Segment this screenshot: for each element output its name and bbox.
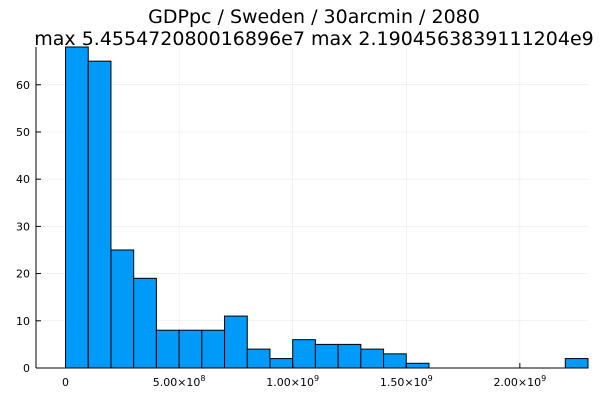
histogram-bar-1 [87,60,112,369]
y-tick-label-0: 0 [23,362,30,375]
x-tick-label-0: 0 [62,376,69,389]
histogram-bar-3 [133,277,157,369]
y-axis-ticks: 0 10 20 30 40 50 60 [16,79,41,375]
histogram-bar-9 [269,358,294,369]
histogram-bar-11 [314,343,339,369]
histogram-bar-15 [405,362,430,369]
y-tick-label-2: 20 [16,268,30,281]
histogram-bar-0 [65,46,89,369]
y-tick-label-4: 40 [16,173,30,186]
x-axis-ticks: 0 5.00×108 1.00×109 1.50×109 2.00×109 [62,363,546,389]
histogram-bar-12 [337,343,362,369]
histogram-bar-13 [360,348,385,369]
x-tick-label-3: 1.50×109 [380,374,433,389]
y-tick-label-3: 30 [16,220,30,233]
y-tick-label-5: 50 [16,126,30,139]
histogram-bar-5 [178,329,203,369]
histogram-bar-4 [155,329,180,369]
histogram-bars [65,46,589,369]
histogram-bar-8 [246,348,271,369]
histogram-bar-2 [110,249,135,369]
x-tick-label-1: 5.00×108 [153,374,206,389]
histogram-bar-6 [201,329,226,369]
chart-title-line-2: max 5.455472080016896e7 max 2.1904563839… [34,28,593,50]
y-tick-label-1: 10 [16,315,30,328]
histogram-bar-10 [292,339,316,369]
histogram-bar-22 [564,358,589,369]
y-tick-label-6: 60 [16,79,30,92]
histogram-bar-14 [383,353,407,369]
histogram-bar-7 [224,315,248,369]
x-tick-label-4: 2.00×109 [493,374,546,389]
chart-title-line-1: GDPpc / Sweden / 30arcmin / 2080 [148,6,480,28]
axes [35,47,588,369]
x-tick-label-2: 1.00×109 [266,374,319,389]
